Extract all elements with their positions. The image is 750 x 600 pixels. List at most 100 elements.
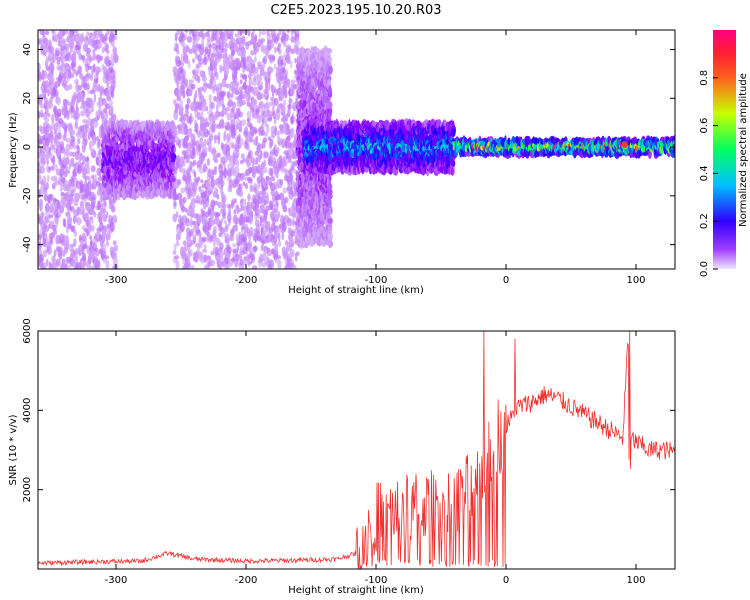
heatmap-cell [213,225,218,233]
heatmap-cell [55,258,61,267]
heatmap-cell [193,170,196,177]
heatmap-cell [70,198,75,203]
heatmap-cell [240,99,247,106]
heatmap-cell [73,230,77,237]
heatmap-cell [72,144,77,150]
heatmap-cell [231,101,237,109]
heatmap-cell [113,244,119,252]
heatmap-cell [194,30,197,31]
heatmap-cell [94,33,99,40]
heatmap-cell [90,219,94,225]
heatmap-cell [86,156,90,162]
heatmap-cell [214,158,219,164]
heatmap-cell [89,119,95,129]
heatmap-cell [201,236,207,242]
heatmap-cell [112,240,117,246]
heatmap-cell [51,255,56,264]
heatmap-cell [284,240,289,246]
heatmap-cell [84,182,88,190]
heatmap-cell [77,84,83,91]
heatmap-cell [112,30,118,33]
heatmap-cell [57,248,63,258]
heatmap-cell [278,44,282,50]
heatmap-cell [260,92,264,99]
heatmap-cell [72,22,75,29]
heatmap-cell [192,57,195,64]
heatmap-cell [59,205,65,214]
heatmap-cell [82,90,86,98]
heatmap-cell [176,44,180,50]
heatmap-cell [68,151,73,157]
heatmap-cell [39,198,43,204]
heatmap-cell [263,159,267,167]
heatmap-cell [89,235,93,241]
heatmap-cell [75,107,80,113]
heatmap-cell [238,44,242,51]
heatmap-cell [251,80,257,86]
heatmap-cell [175,259,180,269]
heatmap-cell [98,200,101,210]
heatmap-cell [244,22,247,29]
heatmap-cell [99,147,102,154]
heatmap-cell [112,257,119,266]
heatmap-cell [38,234,42,241]
heatmap-cell [70,105,75,113]
heatmap-cell [206,158,211,166]
heatmap-cell [38,240,42,251]
heatmap-cell [48,261,51,269]
heatmap-cell [85,85,90,91]
heatmap-cell [69,45,73,54]
heatmap-cell [276,146,280,154]
heatmap-cell [105,232,109,243]
heatmap-cell [226,246,232,254]
heatmap-cell [283,61,287,67]
heatmap-cell [207,52,211,59]
heatmap-cell [99,42,103,48]
heatmap-cell [53,182,58,187]
heatmap-cell [52,144,56,150]
heatmap-cell [59,33,64,38]
heatmap-cell [67,264,71,269]
heatmap-cell [54,163,58,171]
heatmap-cell [45,237,49,247]
heatmap-cell [81,54,85,61]
heatmap-cell [210,178,216,188]
heatmap-cell [77,137,81,145]
heatmap-cell [200,179,204,184]
heatmap-cell [52,155,56,165]
heatmap-cell [239,79,243,85]
heatmap-cell [84,175,90,181]
heatmap-cell [105,241,110,247]
heatmap-cell [247,93,251,101]
heatmap-cell [55,138,59,144]
heatmap-cell [271,55,276,61]
heatmap-cell [242,198,247,206]
heatmap-cell [203,101,207,107]
heatmap-cell [182,69,186,78]
heatmap-cell [240,176,245,182]
heatmap-cell [71,51,77,61]
heatmap-cell [187,60,191,69]
heatmap-cell [223,130,227,138]
heatmap-cell [93,211,97,218]
heatmap-cell [247,240,253,250]
heatmap-cell [53,89,59,98]
heatmap-cell [46,159,49,165]
heatmap-cell [240,21,243,29]
heatmap-cell [38,110,41,119]
heatmap-cell [112,219,118,224]
heatmap-cell [257,80,264,88]
heatmap-cell [236,245,240,252]
heatmap-cell [216,194,220,200]
heatmap-cell [103,255,110,260]
heatmap-cell [185,159,190,164]
heatmap-cell [290,115,294,126]
heatmap-cell [73,238,77,247]
heatmap-cell [96,67,102,73]
heatmap-cell [287,159,292,164]
heatmap-cell [227,212,232,223]
heatmap-cell [109,222,115,232]
heatmap-cell [240,111,244,118]
heatmap-cell [77,70,81,75]
